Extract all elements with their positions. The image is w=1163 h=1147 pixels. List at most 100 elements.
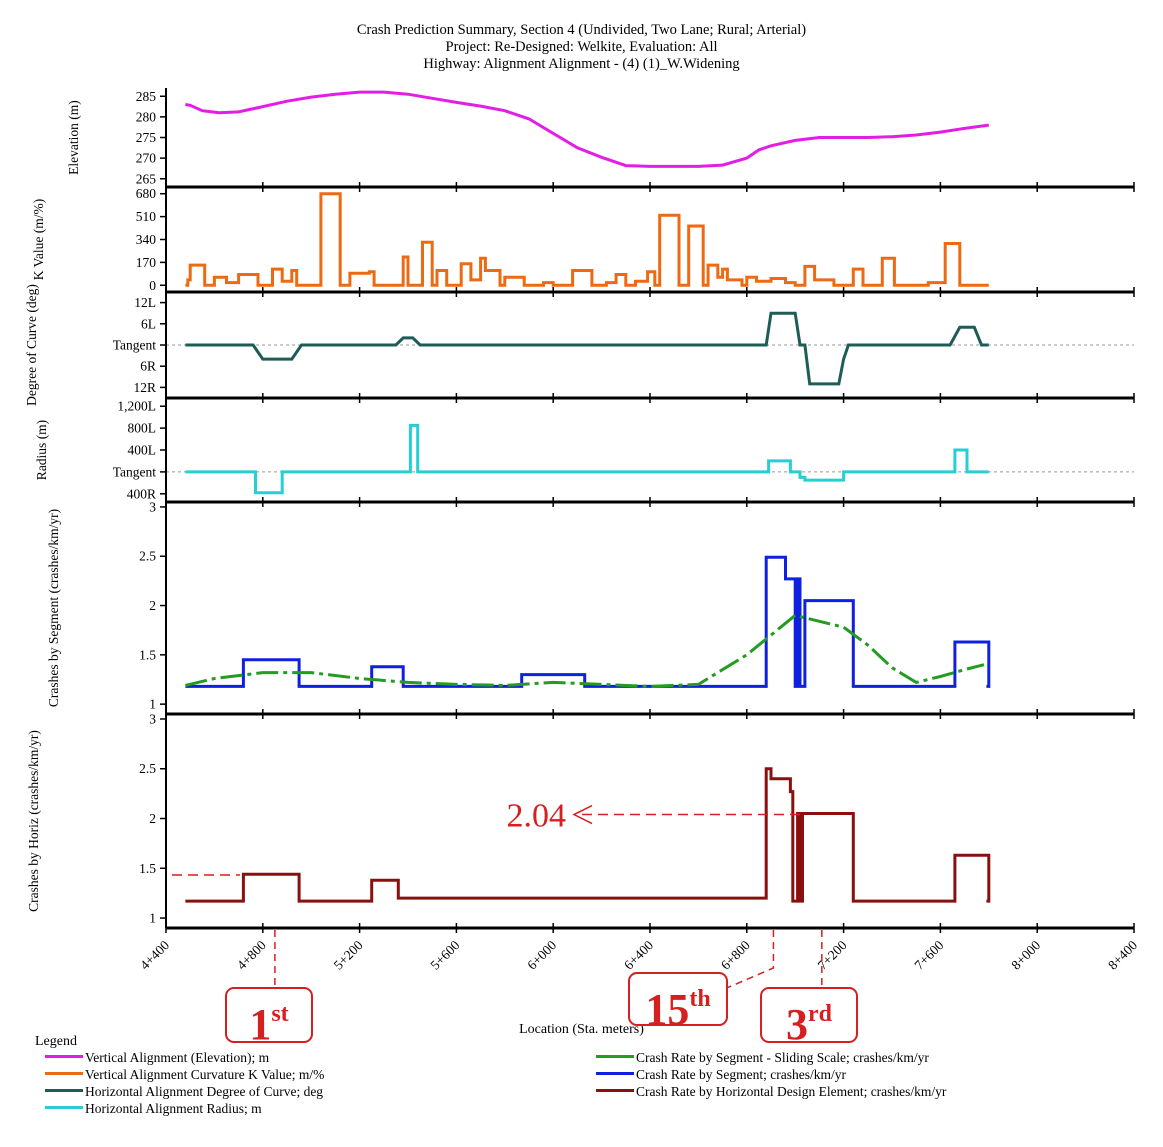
chart-subtitle-project: Project: Re-Designed: Welkite, Evaluatio… <box>445 39 718 55</box>
y-tick-label: 1 <box>149 911 156 926</box>
rank-suffix: th <box>689 986 711 1012</box>
series-k_value-line <box>185 192 989 287</box>
y-tick-label: 800L <box>128 421 157 436</box>
legend-label: Crash Rate by Segment; crashes/km/yr <box>636 1067 846 1082</box>
y-tick-label: 2.5 <box>139 549 156 564</box>
series-elevation-line <box>185 90 990 168</box>
x-tick-label: 7+600 <box>911 937 946 972</box>
rank-label-15th: 15th <box>628 972 728 1034</box>
legend-swatch <box>45 1089 83 1093</box>
series-segment_rate-line <box>185 555 991 688</box>
y-axis-label: Radius (m) <box>34 420 49 480</box>
y-tick-label: 400R <box>127 486 156 501</box>
legend-item-horiz-element: Crash Rate by Horizontal Design Element;… <box>596 1084 946 1100</box>
legend-label: Horizontal Alignment Degree of Curve; de… <box>85 1084 324 1099</box>
legend-item-degree: Horizontal Alignment Degree of Curve; de… <box>45 1084 323 1100</box>
y-tick-label: 12L <box>134 295 156 310</box>
y-axis-label: Crashes by Segment (crashes/km/yr) <box>46 509 61 707</box>
x-tick-label: 4+400 <box>137 937 172 972</box>
y-axis-label: Crashes by Horiz (crashes/km/yr) <box>26 730 41 912</box>
panel-radius: 1,200L 800L 400L Tangent 400R Radius (m) <box>34 399 1135 507</box>
y-tick-label: 510 <box>136 209 157 224</box>
y-tick-label: Tangent <box>113 338 157 353</box>
legend-item-radius: Horizontal Alignment Radius; m <box>45 1101 262 1117</box>
series-degree-line <box>185 311 989 386</box>
legend-label: Vertical Alignment (Elevation); m <box>85 1050 270 1065</box>
y-tick-label: 275 <box>136 130 157 145</box>
x-tick-label: 4+800 <box>234 937 269 972</box>
y-tick-label: 12R <box>133 380 156 395</box>
legend-item-segment-rate: Crash Rate by Segment; crashes/km/yr <box>596 1067 846 1083</box>
x-tick-label: 5+600 <box>427 937 462 972</box>
y-tick-label: 270 <box>136 151 157 166</box>
rank-number: 3 <box>786 1000 808 1049</box>
y-tick-label: 3 <box>149 499 156 514</box>
y-tick-label: 680 <box>136 186 157 201</box>
annotation-arrowhead <box>572 804 593 825</box>
x-tick-label: 6+800 <box>718 937 753 972</box>
x-tick-label: 8+000 <box>1008 937 1043 972</box>
rank-number: 1 <box>249 1000 272 1049</box>
series-sliding_scale-line <box>185 613 985 688</box>
panel-segment: 1 1.5 2 2.5 3 Crashes by Segment (crashes/km/… <box>46 499 1135 719</box>
y-tick-label: 0 <box>149 278 156 293</box>
rank-label-3rd: 3rd <box>760 987 858 1049</box>
y-tick-label: 280 <box>136 109 157 124</box>
y-tick-label: 3 <box>149 711 156 726</box>
y-tick-label: 1 <box>149 697 156 712</box>
legend-item-elevation: Vertical Alignment (Elevation); m <box>45 1050 269 1066</box>
chart-subtitle-highway: Highway: Alignment Alignment - (4) (1)_W… <box>423 56 740 72</box>
legend-swatch <box>45 1072 83 1076</box>
legend-swatch <box>45 1106 83 1110</box>
legend-swatch <box>45 1055 83 1059</box>
y-tick-label: 170 <box>136 255 157 270</box>
y-tick-label: Tangent <box>113 464 157 479</box>
series-radius-line <box>185 423 989 495</box>
chart-title: Crash Prediction Summary, Section 4 (Und… <box>356 22 807 38</box>
series-horiz_element-line <box>185 767 991 903</box>
x-tick-label: 8+400 <box>1105 937 1140 972</box>
y-tick-label: 285 <box>136 89 157 104</box>
y-tick-label: 400L <box>128 443 157 458</box>
y-axis-label: Degree of Curve (deg) <box>24 284 39 406</box>
y-tick-label: 1.5 <box>139 647 156 662</box>
legend-heading: Legend <box>35 1034 77 1049</box>
y-tick-label: 6L <box>141 316 156 331</box>
panel-k_value: 0 170 340 510 680 K Value (m/%) <box>31 186 1135 297</box>
y-axis-label: K Value (m/%) <box>31 199 46 280</box>
y-tick-label: 265 <box>136 171 157 186</box>
rank-suffix: rd <box>808 1001 832 1027</box>
x-tick-label: 5+200 <box>331 937 366 972</box>
x-tick-label: 7+200 <box>815 937 850 972</box>
y-tick-label: 1,200L <box>117 399 156 414</box>
y-tick-label: 2.5 <box>139 761 156 776</box>
rank-number: 15 <box>645 985 690 1034</box>
legend-item-sliding-scale: Crash Rate by Segment - Sliding Scale; c… <box>596 1050 929 1066</box>
legend-swatch <box>596 1072 634 1076</box>
y-tick-label: 2 <box>149 598 156 613</box>
legend-label: Crash Rate by Horizontal Design Element;… <box>636 1084 947 1099</box>
legend-swatch <box>596 1055 634 1059</box>
rank-label-1st: 1st <box>225 987 313 1049</box>
y-tick-label: 2 <box>149 811 156 826</box>
panel-horiz: 1 1.5 2 2.5 3 Crashes by Horiz (crashes/km/yr… <box>26 711 1135 933</box>
legend-label: Vertical Alignment Curvature K Value; m/… <box>85 1067 325 1082</box>
x-tick-label: 6+000 <box>524 937 559 972</box>
rank-suffix: st <box>271 1001 289 1027</box>
annotation-value-label: 2.04 <box>507 798 567 835</box>
rank-leader-15th <box>721 930 775 991</box>
panel-degree: 12L 6L Tangent 6R 12R Degree of Curve (deg) <box>24 284 1135 406</box>
panel-elevation: 265 270 275 280 285 Elevation (m) <box>66 89 1135 192</box>
y-tick-label: 1.5 <box>139 861 156 876</box>
x-axis-label: Location (Sta. meters) <box>519 1022 644 1037</box>
y-tick-label: 340 <box>136 232 157 247</box>
y-axis-label: Elevation (m) <box>66 100 81 175</box>
legend-swatch <box>596 1089 634 1093</box>
legend-label: Horizontal Alignment Radius; m <box>85 1101 262 1116</box>
x-tick-label: 6+400 <box>621 937 656 972</box>
legend-item-k-value: Vertical Alignment Curvature K Value; m/… <box>45 1067 324 1083</box>
y-tick-label: 6R <box>140 359 156 374</box>
legend-label: Crash Rate by Segment - Sliding Scale; c… <box>636 1050 929 1065</box>
